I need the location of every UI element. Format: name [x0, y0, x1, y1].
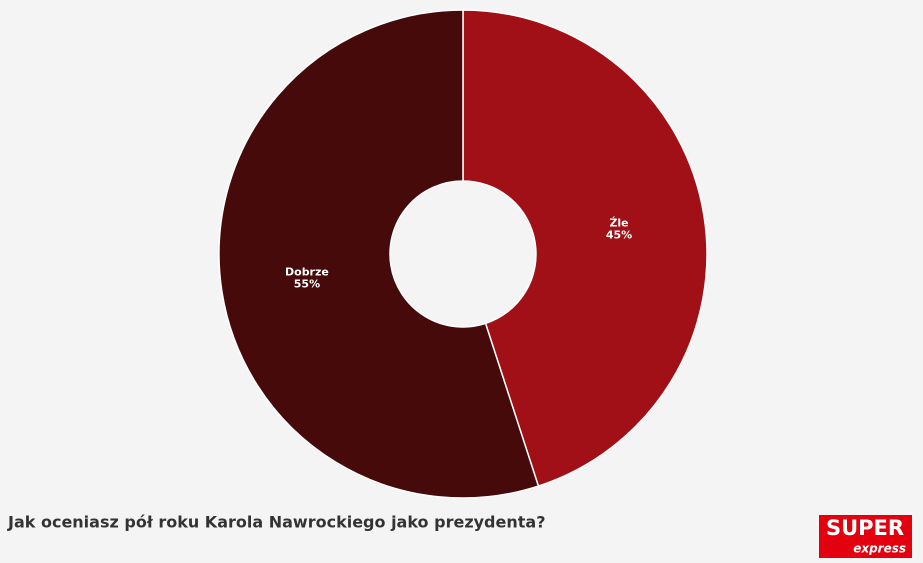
slice-label: Źle — [609, 216, 628, 229]
slice-label: Dobrze — [285, 266, 329, 279]
value-label: 55% — [294, 278, 320, 291]
slice — [218, 9, 540, 499]
slice — [462, 9, 708, 488]
chart-title: Jak oceniasz pół roku Karola Nawrockiego… — [7, 513, 545, 532]
logo-subtext: express — [853, 542, 906, 556]
logo-box — [819, 515, 912, 558]
value-label: 45% — [606, 228, 632, 241]
logo-text: SUPER — [826, 516, 904, 540]
logo: SUPER express — [819, 515, 912, 558]
